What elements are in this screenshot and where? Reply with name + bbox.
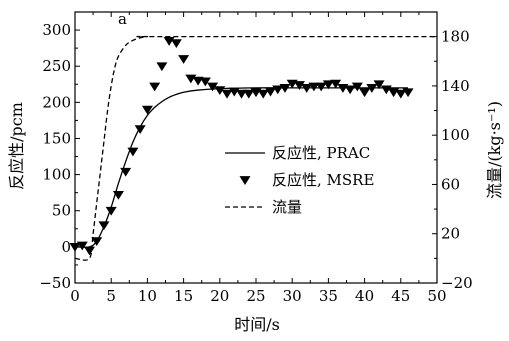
msre-marker: [98, 221, 110, 231]
msre-marker: [366, 84, 378, 93]
msre-marker: [359, 88, 371, 98]
msre-marker: [301, 84, 313, 93]
x-tick-label: 5: [106, 287, 116, 305]
x-tick-label: 30: [283, 287, 302, 305]
legend: 反应性, PRAC 反应性, MSRE 流量: [225, 144, 374, 216]
msre-marker: [330, 79, 342, 89]
plot-area: [69, 35, 437, 261]
msre-marker: [178, 55, 190, 64]
msre-marker: [402, 88, 414, 98]
x-tick-label: 0: [70, 287, 80, 305]
flow-line: [74, 35, 437, 261]
msre-marker: [170, 39, 182, 49]
y-left-tick-label: 250: [42, 57, 71, 75]
y-left-tick-label: 150: [42, 129, 71, 147]
msre-marker: [380, 85, 392, 95]
msre-marker: [83, 246, 95, 256]
panel-label: a: [118, 10, 127, 28]
y-right-tick-label: 100: [441, 126, 470, 144]
msre-marker: [120, 167, 132, 177]
msre-marker: [264, 87, 276, 97]
msre-marker: [91, 237, 103, 247]
msre-marker: [293, 81, 305, 90]
x-tick-label: 40: [355, 287, 374, 305]
x-tick-label: 25: [246, 287, 265, 305]
msre-marker: [221, 89, 233, 99]
y-left-tick-label: −50: [39, 274, 71, 292]
legend-label: 反应性, PRAC: [272, 144, 370, 162]
msre-marker: [279, 84, 291, 93]
msre-marker: [322, 80, 334, 90]
msre-marker: [156, 62, 168, 72]
legend-label: 反应性, MSRE: [272, 171, 374, 189]
y-right-tick-label: 20: [441, 225, 460, 243]
y-left-tick-label: 0: [61, 238, 71, 256]
plot-frame: [74, 11, 438, 284]
msre-marker: [236, 89, 248, 99]
msre-marker: [344, 85, 356, 95]
msre-marker: [243, 89, 255, 99]
y-left-tick-label: 300: [42, 21, 71, 39]
axes: 0 5 10 15 20 25 30 35 40 45 50−5005010015020025030…: [39, 11, 473, 305]
x-tick-label: 15: [174, 287, 193, 305]
msre-marker: [214, 86, 226, 95]
x-axis-title: 时间/s: [234, 315, 280, 334]
y-left-tick-label: 100: [42, 166, 71, 184]
msre-marker: [315, 82, 327, 92]
y-right-tick-label: 180: [441, 28, 470, 46]
msre-marker: [134, 125, 146, 135]
legend-label: 流量: [272, 198, 302, 216]
msre-marker: [308, 82, 320, 92]
msre-marker: [207, 82, 219, 92]
msre-marker: [351, 82, 363, 92]
y-right-tick-label: 60: [441, 175, 460, 193]
msre-marker: [149, 82, 161, 92]
x-tick-label: 10: [138, 287, 157, 305]
msre-marker: [272, 85, 284, 95]
msre-marker: [76, 241, 88, 251]
y-right-tick-label: 140: [441, 77, 470, 95]
msre-marker: [105, 206, 117, 216]
y-right-tick-label: −20: [441, 274, 473, 292]
x-tick-label: 45: [391, 287, 410, 305]
msre-marker: [395, 89, 407, 99]
x-tick-label: 20: [210, 287, 229, 305]
msre-marker: [141, 105, 153, 115]
y-left-tick-label: 50: [52, 202, 71, 220]
msre-marker: [257, 89, 269, 99]
x-tick-label: 35: [319, 287, 338, 305]
y-left-tick-label: 200: [42, 93, 71, 111]
y-axis-left-title: 反应性/pcm: [7, 102, 26, 190]
msre-marker: [112, 190, 124, 200]
msre-marker: [199, 77, 211, 87]
msre-marker: [373, 80, 385, 90]
legend-marker-msre: [239, 176, 251, 185]
prac-line: [74, 87, 409, 248]
x-tick-label: 50: [427, 287, 446, 305]
msre-marker: [127, 147, 139, 157]
y-axis-right-title: 流量/(kg·s⁻¹): [485, 101, 504, 199]
